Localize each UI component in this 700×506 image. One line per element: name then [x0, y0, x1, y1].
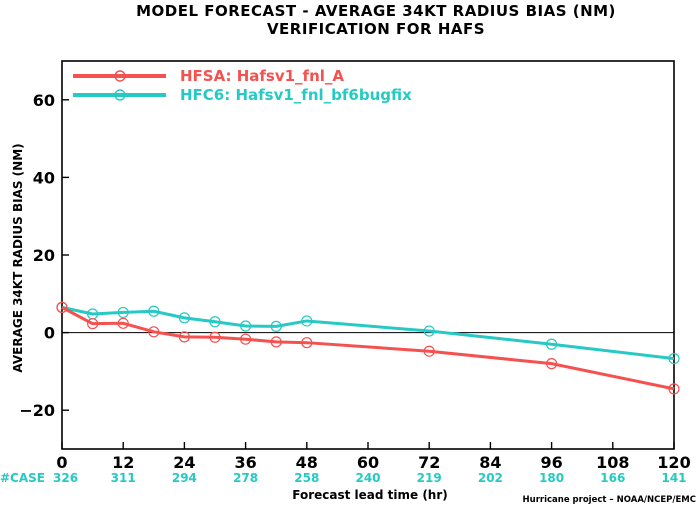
series-point — [270, 336, 282, 348]
case-count: 240 — [355, 471, 380, 485]
chart-subtitle: VERIFICATION FOR HAFS — [267, 20, 485, 38]
series-point — [423, 325, 435, 337]
y-tick-label: 40 — [33, 168, 55, 187]
case-count: 294 — [172, 471, 197, 485]
case-label: #CASE — [0, 471, 45, 485]
series-point — [86, 318, 99, 330]
x-axis-label: Forecast lead time (hr) — [292, 488, 448, 502]
y-axis-label: AVERAGE 34KT RADIUS BIAS (NM) — [11, 143, 25, 372]
series-point — [423, 345, 435, 357]
series-point — [209, 316, 221, 328]
x-tick-label: 84 — [479, 453, 501, 472]
series-point — [178, 331, 190, 343]
legend-label: HFC6: Hafsv1_fnl_bf6bugfix — [180, 86, 412, 104]
x-tick-label: 24 — [173, 453, 195, 472]
case-count: 311 — [111, 471, 136, 485]
series-point — [117, 306, 129, 319]
series-point — [270, 320, 282, 332]
case-count: 278 — [233, 471, 258, 485]
legend-swatch-marker — [114, 89, 126, 101]
series-point — [301, 315, 313, 327]
series-point — [545, 358, 558, 370]
series-point — [178, 312, 190, 324]
series-point — [209, 331, 221, 343]
y-tick-label: 20 — [33, 246, 55, 265]
case-count: 141 — [661, 471, 686, 485]
plot-frame — [61, 60, 675, 450]
case-count: 166 — [600, 471, 625, 485]
series-point — [668, 352, 680, 365]
case-count: 202 — [478, 471, 503, 485]
y-tick-label: 60 — [33, 91, 55, 110]
series-point — [240, 320, 252, 332]
case-count: 258 — [294, 471, 319, 485]
series-point — [148, 326, 160, 338]
series-point — [56, 301, 68, 313]
case-count: 219 — [417, 471, 442, 485]
series-point — [148, 305, 160, 317]
case-count: 326 — [53, 471, 78, 485]
x-tick-label: 60 — [357, 453, 379, 472]
case-count: 180 — [539, 471, 564, 485]
series-point — [240, 333, 252, 345]
chart-title: MODEL FORECAST - AVERAGE 34KT RADIUS BIA… — [136, 2, 616, 20]
credit-text: Hurricane project – NOAA/NCEP/EMC — [523, 495, 696, 505]
x-tick-label: 96 — [540, 453, 562, 472]
legend-label: HFSA: Hafsv1_fnl_A — [180, 67, 344, 85]
legend-swatch-marker — [114, 70, 126, 82]
x-tick-label: 0 — [56, 453, 67, 472]
y-tick-label: 0 — [44, 324, 55, 343]
x-tick-label: 12 — [112, 453, 134, 472]
series-point — [117, 317, 129, 329]
x-tick-label: 108 — [596, 453, 629, 472]
series-point — [668, 383, 680, 395]
x-tick-label: 36 — [234, 453, 256, 472]
series-point — [301, 337, 313, 349]
x-tick-label: 72 — [418, 453, 440, 472]
y-tick-label: −20 — [19, 401, 55, 420]
x-tick-label: 48 — [296, 453, 318, 472]
x-tick-label: 120 — [657, 453, 690, 472]
series-point — [545, 338, 558, 350]
